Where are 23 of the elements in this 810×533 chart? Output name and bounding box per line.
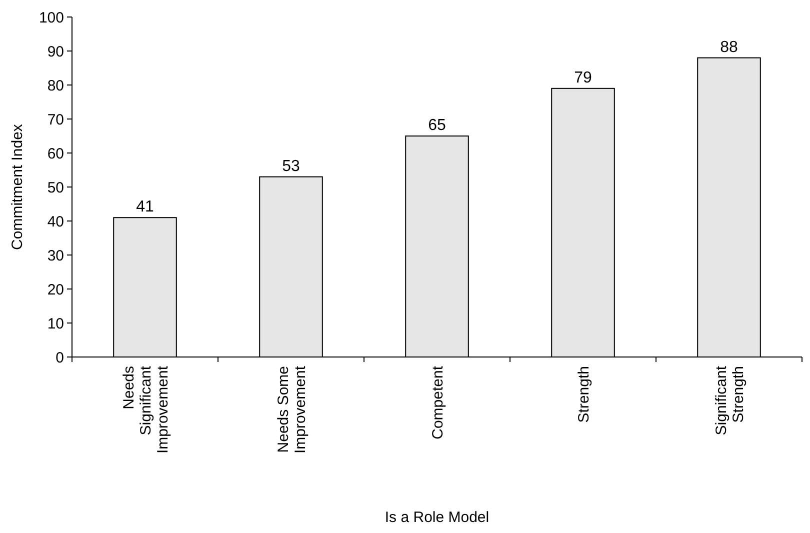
y-tick-label: 60 bbox=[47, 145, 64, 162]
x-tick-label: Strength bbox=[575, 366, 592, 423]
data-label: 53 bbox=[282, 158, 300, 175]
y-tick-label: 10 bbox=[47, 315, 64, 332]
x-tick-label: Competent bbox=[429, 365, 446, 440]
y-tick-label: 100 bbox=[38, 9, 64, 26]
y-tick-label: 90 bbox=[47, 43, 64, 60]
x-axis-title: Is a Role Model bbox=[384, 509, 490, 526]
x-tick-label: Significant Strength bbox=[712, 365, 747, 436]
data-label: 79 bbox=[574, 69, 592, 86]
y-tick-label: 50 bbox=[47, 179, 64, 196]
data-label: 88 bbox=[720, 38, 738, 56]
x-tick-label: Needs Significant Improvement bbox=[120, 365, 172, 454]
x-tick-label: Needs Some Improvement bbox=[274, 365, 309, 454]
y-axis-title: Commitment Index bbox=[9, 124, 26, 250]
y-tick-label: 70 bbox=[47, 111, 64, 128]
data-label: 65 bbox=[428, 117, 446, 134]
y-tick-label: 40 bbox=[47, 213, 64, 230]
y-tick-label: 0 bbox=[56, 349, 64, 366]
y-tick-label: 80 bbox=[47, 77, 64, 94]
y-tick-label: 30 bbox=[47, 247, 64, 264]
y-tick-label: 20 bbox=[47, 281, 64, 298]
data-label: 41 bbox=[136, 198, 154, 216]
